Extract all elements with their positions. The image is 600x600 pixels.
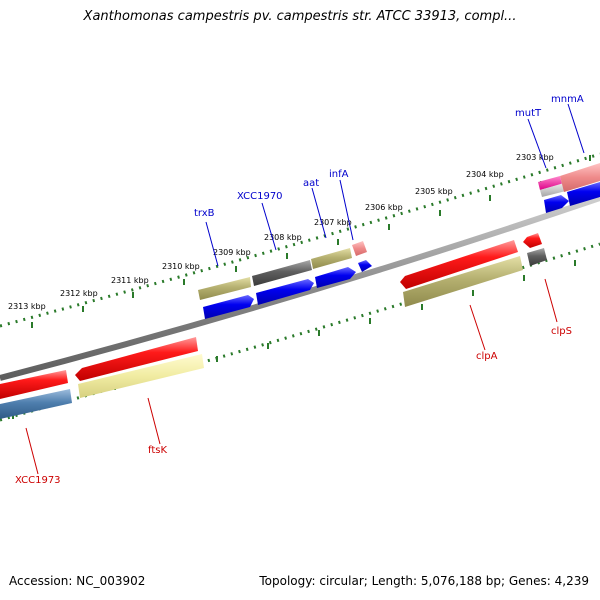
gene-XCC1970[interactable] [256,279,314,305]
gene-ftsK-red[interactable] [75,337,198,381]
ruler-label-2311: 2311 kbp [111,276,149,285]
gene-infA-upper[interactable] [352,241,367,256]
callout-lines [25,103,585,475]
gene-label-mutT[interactable]: mutT [515,108,542,119]
gene-XCC1970-upper[interactable] [252,260,312,286]
genome-stats-label: Topology: circular; Length: 5,076,188 bp… [259,574,589,588]
genome-backbone [0,195,600,381]
gene-clpA-red[interactable] [400,240,518,289]
ruler-label-2313: 2313 kbp [8,302,46,311]
gene-clpA[interactable] [403,256,523,307]
gene-aat-upper[interactable] [311,248,352,269]
gene-mutT[interactable] [544,195,569,213]
gene-mutT-upper[interactable] [538,176,562,190]
gene-trxB[interactable] [203,295,254,319]
callout-clpS [544,278,558,323]
ruler-outer-dots [0,152,600,328]
gene-aat[interactable] [315,267,356,288]
gene-label-infA[interactable]: infA [329,169,349,180]
gene-XCC1973[interactable] [0,389,72,419]
ruler-label-2312: 2312 kbp [60,289,98,298]
callout-XCC1973 [25,427,39,475]
forward-genes [198,163,600,319]
gene-XCC1973-red[interactable] [0,370,68,399]
callout-mutT [527,118,547,169]
ruler-label-2310: 2310 kbp [162,262,200,271]
callout-ftsK [147,397,161,445]
gene-infA[interactable] [358,260,372,272]
gene-mnmA[interactable] [567,182,600,206]
ruler-label-2305: 2305 kbp [415,187,453,196]
ruler-label-2306: 2306 kbp [365,203,403,212]
gene-ftsK[interactable] [78,354,204,398]
callout-mnmA [567,103,585,154]
ruler-label-2308: 2308 kbp [264,233,302,242]
gene-label-clpS[interactable]: clpS [551,326,572,337]
gene-label-ftsK[interactable]: ftsK [148,445,167,456]
callout-XCC1970 [261,202,277,251]
gene-clpS-red[interactable] [523,233,542,248]
ruler-label-2303: 2303 kbp [516,153,554,162]
accession-label: Accession: NC_003902 [9,574,146,588]
gene-label-XCC1970[interactable]: XCC1970 [237,191,283,202]
gene-trxB-upper[interactable] [198,277,251,300]
callout-clpA [469,304,486,351]
ruler-label-2304: 2304 kbp [466,170,504,179]
gene-label-clpA[interactable]: clpA [476,351,498,362]
ruler-label-2309: 2309 kbp [213,248,251,257]
reverse-genes [0,233,547,419]
callout-aat [311,187,327,239]
callout-infA [339,179,354,241]
gene-label-aat[interactable]: aat [303,178,319,189]
map-title: Xanthomonas campestris pv. campestris st… [83,9,517,24]
gene-mnmA-upper[interactable] [560,163,600,192]
gene-label-mnmA[interactable]: mnmA [551,94,584,105]
gene-label-trxB[interactable]: trxB [194,208,215,219]
callout-trxB [205,221,219,267]
gene-mutT-lower[interactable] [540,183,566,197]
ruler-label-2307: 2307 kbp [314,218,352,227]
gene-clpS[interactable] [527,248,547,266]
gene-label-XCC1973[interactable]: XCC1973 [15,475,61,486]
